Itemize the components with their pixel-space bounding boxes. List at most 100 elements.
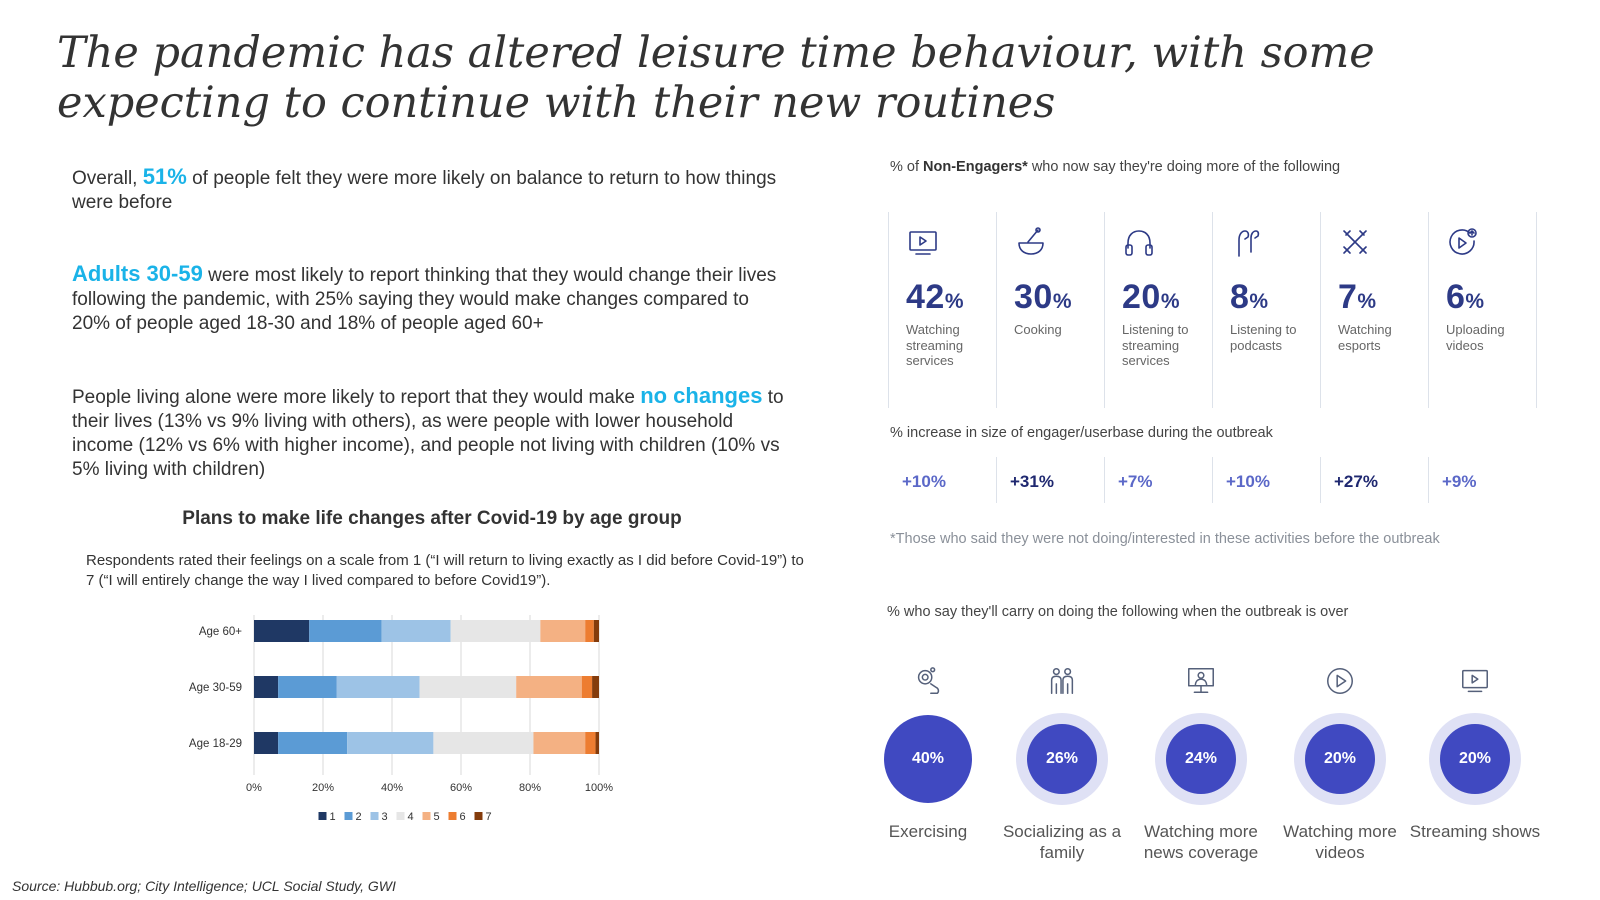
bar-segment [516, 676, 582, 698]
legend-label: 3 [382, 811, 388, 823]
percent-circle-value: 26% [1027, 724, 1097, 794]
bar-segment [581, 676, 593, 698]
percent-value: 7 [1338, 278, 1358, 316]
column-divider [996, 212, 997, 408]
bar-segment [540, 620, 586, 642]
earphones-icon [1230, 226, 1264, 260]
activity-item: 6% Uploading videos [1428, 212, 1536, 408]
legend-label: 5 [434, 811, 440, 823]
percent-circle: 40% [882, 713, 974, 805]
bar-segment [347, 732, 434, 754]
news-presenter-icon [1185, 665, 1217, 697]
percent-circle: 26% [1016, 713, 1108, 805]
upload-video-icon [1446, 226, 1480, 260]
heading-text: % of [890, 159, 924, 175]
legend-swatch [370, 812, 379, 820]
activity-percent: 8% [1230, 278, 1269, 317]
column-divider [996, 457, 997, 503]
activity-percent: 20% [1122, 278, 1180, 317]
increase-value: +31% [1010, 472, 1054, 491]
legend-label: 1 [330, 811, 336, 823]
bar-segment [336, 676, 420, 698]
bar-segment [585, 620, 594, 642]
percent-unit: % [1357, 290, 1377, 313]
increase-title: % increase in size of engager/userbase d… [890, 425, 1273, 441]
x-tick-label: 80% [519, 782, 541, 794]
percent-circle-value: 40% [884, 715, 972, 803]
column-divider [1536, 212, 1537, 408]
bar-segment [595, 732, 599, 754]
footnote: *Those who said they were not doing/inte… [890, 531, 1440, 547]
column-divider [1428, 457, 1429, 503]
bar-segment [593, 620, 599, 642]
activity-label: Cooking [1014, 322, 1062, 337]
legend-swatch [396, 812, 405, 820]
column-divider [1320, 457, 1321, 503]
activity-item: 30% Cooking [996, 212, 1104, 408]
increase-value: +27% [1334, 472, 1378, 491]
legend-swatch [318, 812, 327, 820]
percent-value: 42 [906, 278, 945, 316]
legend-label: 6 [460, 811, 466, 823]
legend-swatch [422, 812, 431, 820]
highlight-age-group: Adults 30-59 [72, 261, 203, 286]
stacked-bar-chart: Age 60+ Age 30-59 Age 18-29 0% 20% 40% 60% 80%… [189, 615, 613, 823]
column-divider [1428, 212, 1429, 408]
para-text: were most likely to report thinking that… [72, 265, 777, 334]
activity-item: 42% Watching streaming services [888, 212, 996, 408]
para-text: of people felt they were more likely on … [72, 168, 777, 213]
bar-segment [433, 732, 534, 754]
stat-paragraph-return: Overall, 51% of people felt they were mo… [72, 165, 792, 215]
carry-on-label: Watching more news coverage [1143, 822, 1259, 862]
increase-value: +7% [1118, 472, 1153, 491]
stat-paragraph-no-changes: People living alone were more likely to … [72, 384, 792, 482]
carry-on-title: % who say they'll carry on doing the fol… [887, 604, 1349, 620]
activity-item: 8% Listening to podcasts [1212, 212, 1320, 408]
family-icon [1046, 665, 1078, 697]
bar-segment [381, 620, 451, 642]
percent-circle: 20% [1294, 713, 1386, 805]
x-tick-label: 60% [450, 782, 472, 794]
para-text: People living alone were more likely to … [72, 387, 641, 408]
percent-circle-value: 24% [1166, 724, 1236, 794]
activity-label: Uploading videos [1446, 322, 1505, 353]
activity-label: Watching streaming services [906, 322, 964, 368]
bar-segment [278, 676, 337, 698]
chart-title: Plans to make life changes after Covid-1… [182, 508, 682, 529]
percent-unit: % [944, 290, 965, 313]
carry-on-label: Streaming shows [1409, 822, 1541, 841]
carry-on-label: Exercising [888, 822, 968, 841]
cooking-bowl-icon [1014, 226, 1048, 260]
percent-unit: % [1465, 290, 1485, 313]
stat-paragraph-adults: Adults 30-59 were most likely to report … [72, 262, 792, 336]
percent-unit: % [1249, 290, 1269, 313]
bar-segment [278, 732, 348, 754]
bar-segment [592, 676, 599, 698]
para-text: Overall, [72, 168, 143, 189]
bar-segment [254, 732, 279, 754]
tv-icon [906, 226, 940, 260]
bar-segment [254, 620, 310, 642]
legend-label: 2 [356, 811, 362, 823]
activity-percent: 7% [1338, 278, 1377, 317]
column-divider [1104, 457, 1105, 503]
column-divider [1212, 457, 1213, 503]
percent-circle: 20% [1429, 713, 1521, 805]
percent-circle-value: 20% [1440, 724, 1510, 794]
increase-value: +9% [1442, 472, 1477, 491]
increase-value: +10% [1226, 472, 1270, 491]
chart-subtitle: Respondents rated their feelings on a sc… [86, 552, 804, 589]
activity-item: 20% Listening to streaming services [1104, 212, 1212, 408]
legend-swatch [448, 812, 457, 820]
highlight-percent: 51% [142, 164, 187, 189]
crossed-swords-icon [1338, 226, 1372, 260]
y-category-label: Age 18-29 [189, 738, 242, 750]
para-text: to their lives (13% vs 9% living with ot… [72, 387, 784, 480]
carry-on-label: Socializing as a family [1002, 822, 1122, 862]
activity-percent: 30% [1014, 278, 1072, 317]
legend-swatch [474, 812, 483, 820]
increase-value: +10% [902, 472, 946, 491]
percent-circle: 24% [1155, 713, 1247, 805]
highlight-no-changes: no changes [640, 383, 763, 408]
exercise-icon [912, 665, 944, 697]
